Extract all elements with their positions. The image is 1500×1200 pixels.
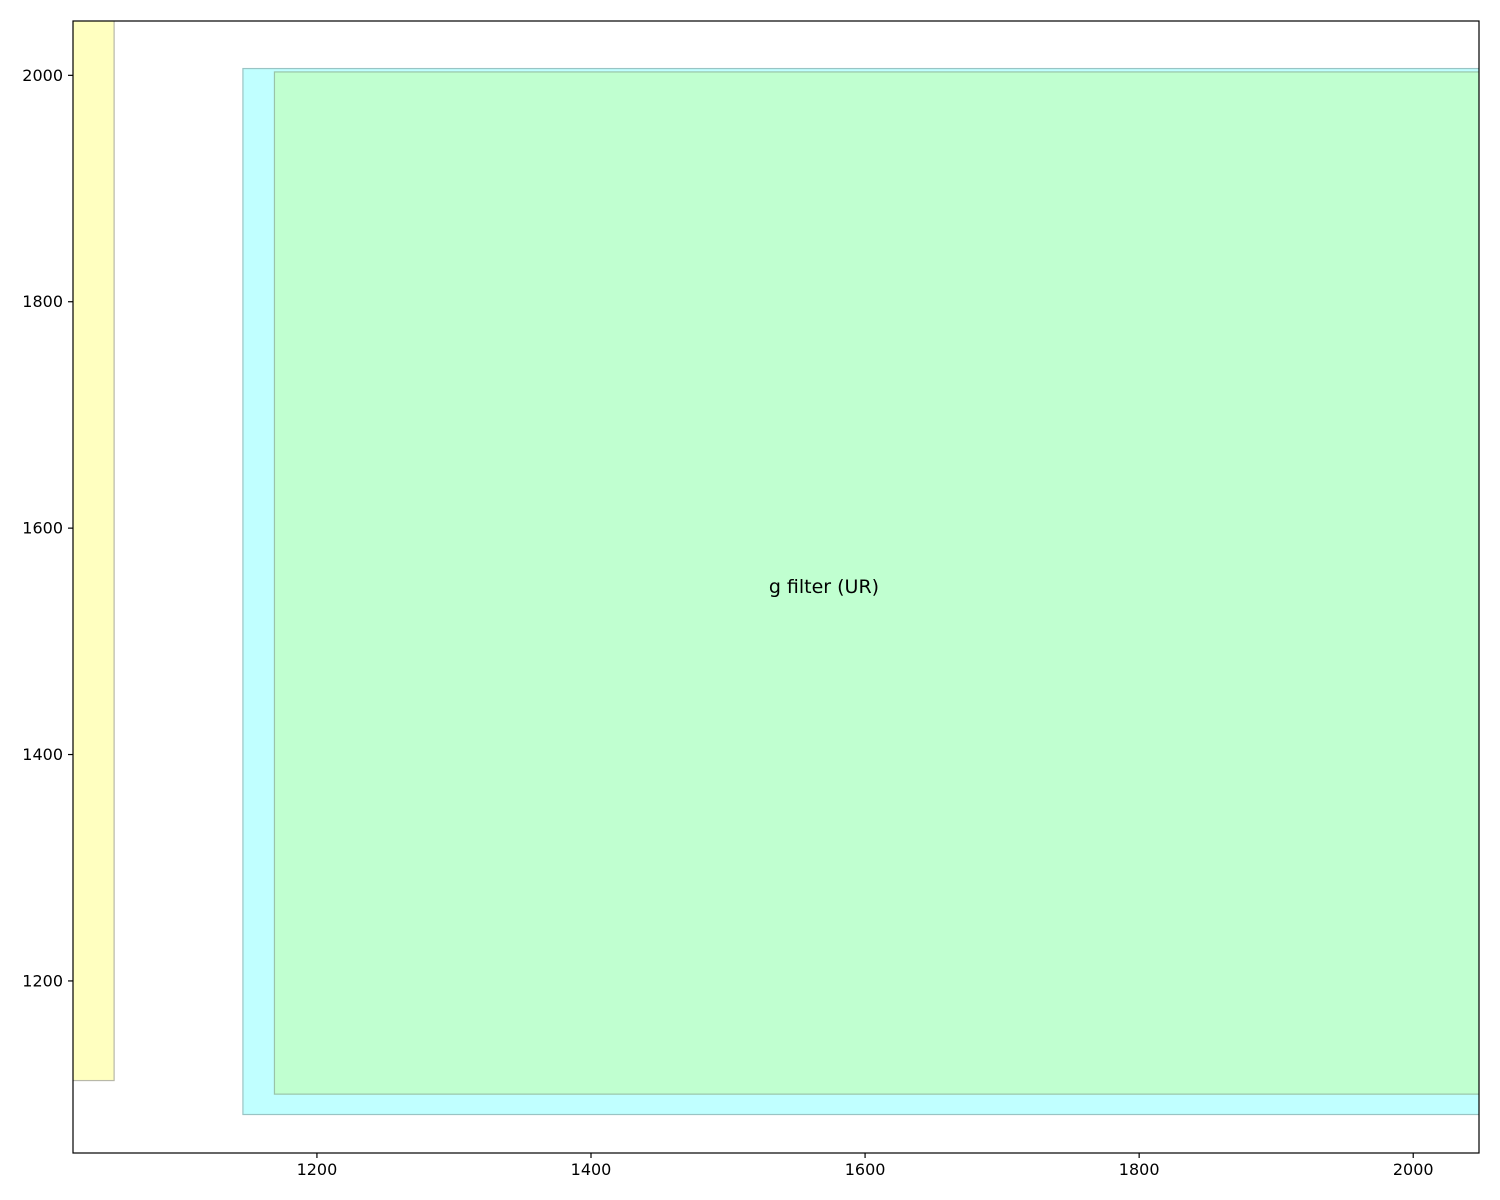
y-tick-label: 1600 [22,519,63,538]
x-tick-label: 2000 [1393,1160,1434,1179]
region-label: g filter (UR) [769,576,879,598]
regions-layer [73,21,1479,1116]
y-tick-label: 1200 [22,971,63,990]
x-axis: 1200 1400 1600 1800 2000 [297,1153,1434,1179]
plot-frame [72,20,1480,1154]
y-axis: 1200 1400 1600 1800 2000 [22,66,73,990]
y-tick-label: 1800 [22,292,63,311]
x-tick-label: 1400 [571,1160,612,1179]
x-tick-label: 1600 [845,1160,886,1179]
y-tick-label: 2000 [22,66,63,85]
x-tick-label: 1800 [1119,1160,1160,1179]
region-rect [273,71,1479,1095]
axes-layer [72,20,1480,1154]
x-tick-label: 1200 [297,1160,338,1179]
y-tick-label: 1400 [22,745,63,764]
region-rect [73,21,115,1082]
annotations-layer: g filter (UR) [769,576,879,598]
